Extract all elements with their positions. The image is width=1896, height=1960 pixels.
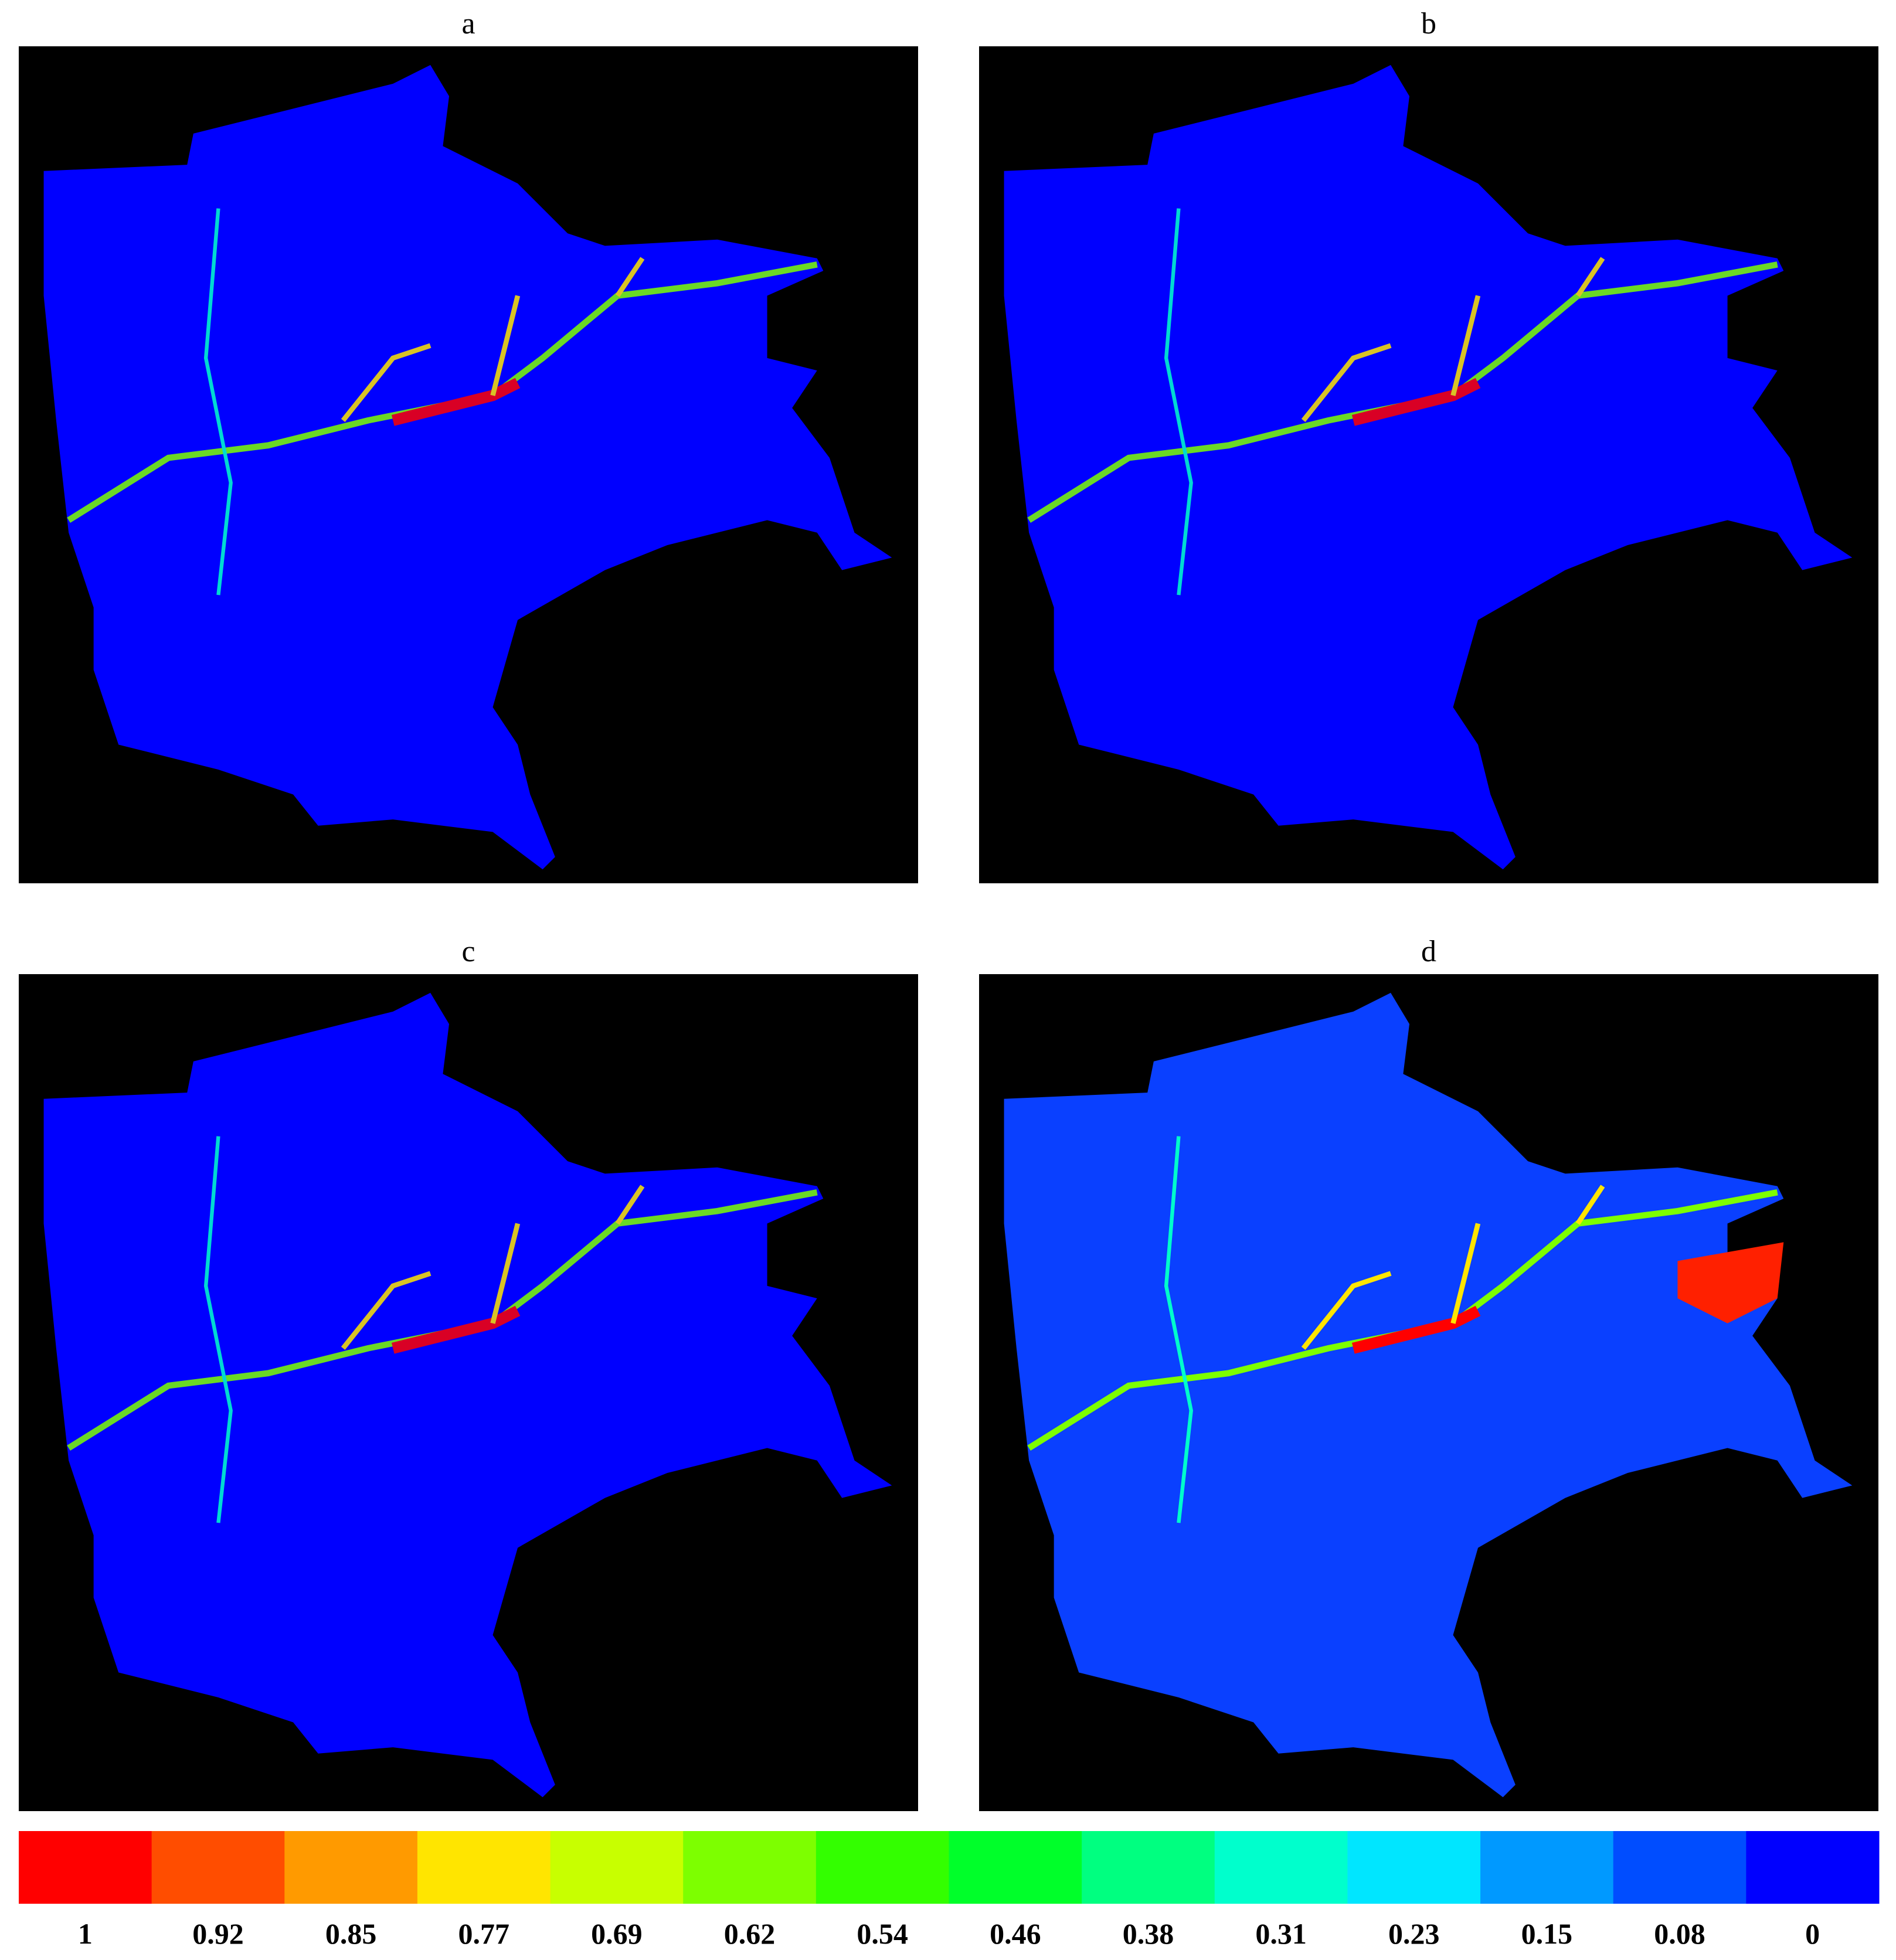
hotspot bbox=[1677, 1242, 1784, 1323]
panel-title: a bbox=[461, 7, 475, 40]
panel-title: c bbox=[461, 935, 475, 968]
colorbar-segment bbox=[816, 1831, 949, 1904]
colorbar-label: 0.38 bbox=[1123, 1917, 1174, 1950]
colorbar-segment bbox=[1746, 1831, 1880, 1904]
colorbar-label: 0.92 bbox=[192, 1917, 244, 1950]
colorbar-segment bbox=[1347, 1831, 1481, 1904]
colorbar-label: 0.23 bbox=[1388, 1917, 1440, 1950]
colorbar-label: 0 bbox=[1805, 1917, 1820, 1950]
colorbar-segment bbox=[19, 1831, 152, 1904]
panels: a b c d bbox=[19, 7, 1878, 1811]
colorbar-label: 0.77 bbox=[458, 1917, 510, 1950]
colorbar-segment bbox=[284, 1831, 418, 1904]
colorbar-label: 0.62 bbox=[724, 1917, 776, 1950]
colorbar-label: 0.85 bbox=[325, 1917, 377, 1950]
panel-title: b bbox=[1421, 7, 1436, 40]
map bbox=[1004, 992, 1853, 1798]
colorbar-label: 1 bbox=[78, 1917, 93, 1950]
colorbar-segment bbox=[417, 1831, 551, 1904]
colorbar-segment bbox=[1214, 1831, 1348, 1904]
colorbar-label: 0.54 bbox=[857, 1917, 908, 1950]
colorbar-segment bbox=[550, 1831, 684, 1904]
colorbar-segment bbox=[1082, 1831, 1215, 1904]
colorbar-segment bbox=[1480, 1831, 1614, 1904]
colorbar-label: 0.69 bbox=[591, 1917, 643, 1950]
colorbar: 1 0.92 0.85 0.77 0.69 0.62 0.54 0.46 0.38 0.31 0.2… bbox=[19, 1831, 1880, 1950]
colorbar-segment bbox=[151, 1831, 285, 1904]
colorbar-segment bbox=[1613, 1831, 1747, 1904]
colorbar-segment bbox=[683, 1831, 817, 1904]
colorbar-label: 0.15 bbox=[1521, 1917, 1573, 1950]
colorbar-segment bbox=[949, 1831, 1082, 1904]
colorbar-label: 0.31 bbox=[1255, 1917, 1307, 1950]
colorbar-label: 0.08 bbox=[1654, 1917, 1705, 1950]
colorbar-label: 0.46 bbox=[990, 1917, 1041, 1950]
panel-title: d bbox=[1421, 935, 1436, 968]
